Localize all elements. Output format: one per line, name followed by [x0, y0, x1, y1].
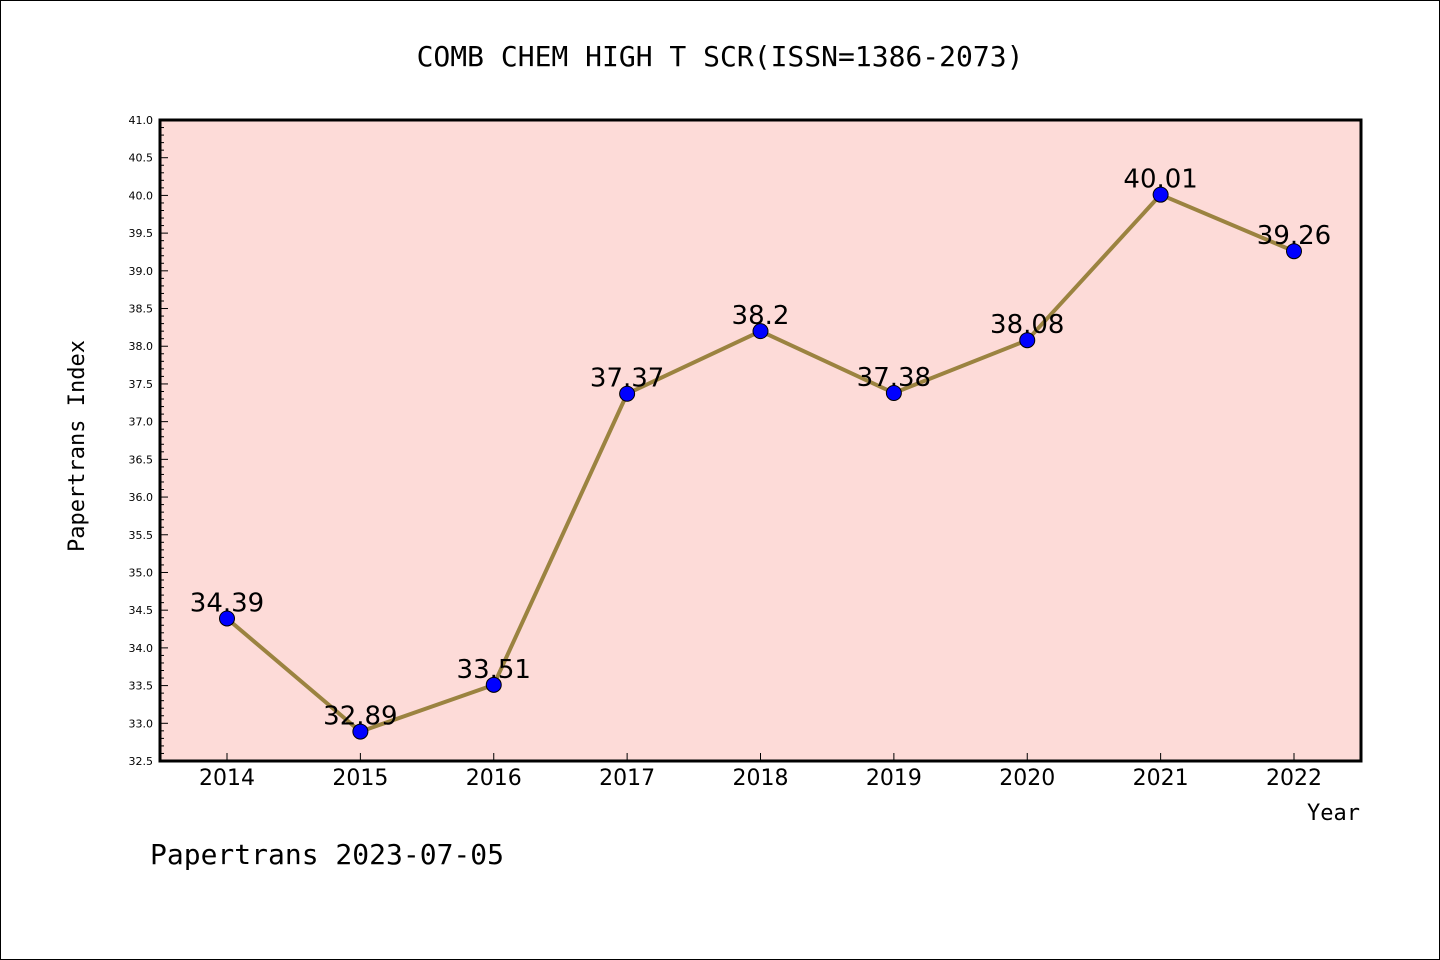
y-tick-label: 35.0	[129, 566, 154, 579]
chart-title: COMB CHEM HIGH T SCR(ISSN=1386-2073)	[417, 40, 1024, 73]
data-point-2015	[352, 723, 369, 740]
data-label-2016: 33.51	[457, 655, 531, 685]
data-point-2014	[219, 610, 235, 627]
data-label-2021: 40.01	[1123, 165, 1197, 195]
x-tick-label: 2017	[599, 766, 655, 791]
y-tick-label: 38.5	[129, 303, 154, 316]
data-labels: 34.39 32.89 33.51 37.37 38.2 37.38 38.08 40.01 3…	[190, 165, 1331, 732]
y-tick-label: 36.5	[129, 453, 154, 466]
y-tick-label: 37.5	[129, 378, 154, 391]
footer-date: Papertrans 2023-07-05	[150, 838, 504, 871]
x-tick-label: 2022	[1266, 766, 1322, 791]
x-axis-label: Year	[1307, 801, 1360, 826]
y-tick-label: 38.0	[129, 340, 154, 353]
y-tick-label: 35.5	[129, 529, 154, 542]
data-label-2014: 34.39	[190, 588, 264, 618]
y-tick-label: 41.0	[129, 114, 154, 127]
data-label-2020: 38.08	[990, 310, 1064, 340]
data-label-2022: 39.26	[1257, 221, 1331, 251]
data-label-2015: 32.89	[323, 702, 397, 732]
y-tick-label: 39.5	[129, 227, 154, 240]
y-tick-label: 33.0	[129, 717, 154, 730]
y-tick-label: 34.5	[129, 604, 154, 617]
plot-area	[158, 118, 1363, 763]
y-tick-label: 39.0	[129, 265, 154, 278]
y-axis: 32.5 33.0 33.5 34.0 34.5 35.0 35.5 36.0 36.5 37.0…	[129, 114, 168, 768]
data-point-2019	[885, 384, 902, 401]
data-point-2022	[1286, 243, 1302, 260]
data-label-2017: 37.37	[590, 364, 664, 394]
y-tick-label: 37.0	[129, 416, 154, 429]
data-label-2018: 38.2	[732, 301, 790, 331]
data-label-2019: 37.38	[857, 363, 931, 393]
x-tick-label: 2021	[1133, 766, 1189, 791]
x-tick-label: 2016	[466, 766, 522, 791]
x-tick-label: 2018	[733, 766, 789, 791]
data-point-2021	[1152, 186, 1169, 203]
y-tick-label: 34.0	[129, 642, 154, 655]
y-tick-label: 33.5	[129, 680, 154, 693]
x-tick-label: 2015	[332, 766, 388, 791]
y-tick-label: 36.0	[129, 491, 154, 504]
y-tick-label: 40.5	[129, 152, 154, 165]
data-point-2017	[619, 385, 636, 402]
x-tick-label: 2020	[999, 766, 1055, 791]
x-tick-label: 2019	[866, 766, 922, 791]
series-markers	[219, 186, 1302, 740]
data-point-2020	[1019, 332, 1036, 349]
y-tick-label: 32.5	[129, 755, 154, 768]
y-tick-label: 40.0	[129, 189, 154, 202]
data-point-2018	[752, 323, 769, 340]
y-axis-label: Papertrans Index	[65, 340, 90, 552]
x-axis: 2014 2015 2016 2017 2018 2019 2020 2021 2022	[199, 753, 1322, 791]
data-point-2016	[485, 676, 502, 693]
x-tick-label: 2014	[199, 766, 255, 791]
